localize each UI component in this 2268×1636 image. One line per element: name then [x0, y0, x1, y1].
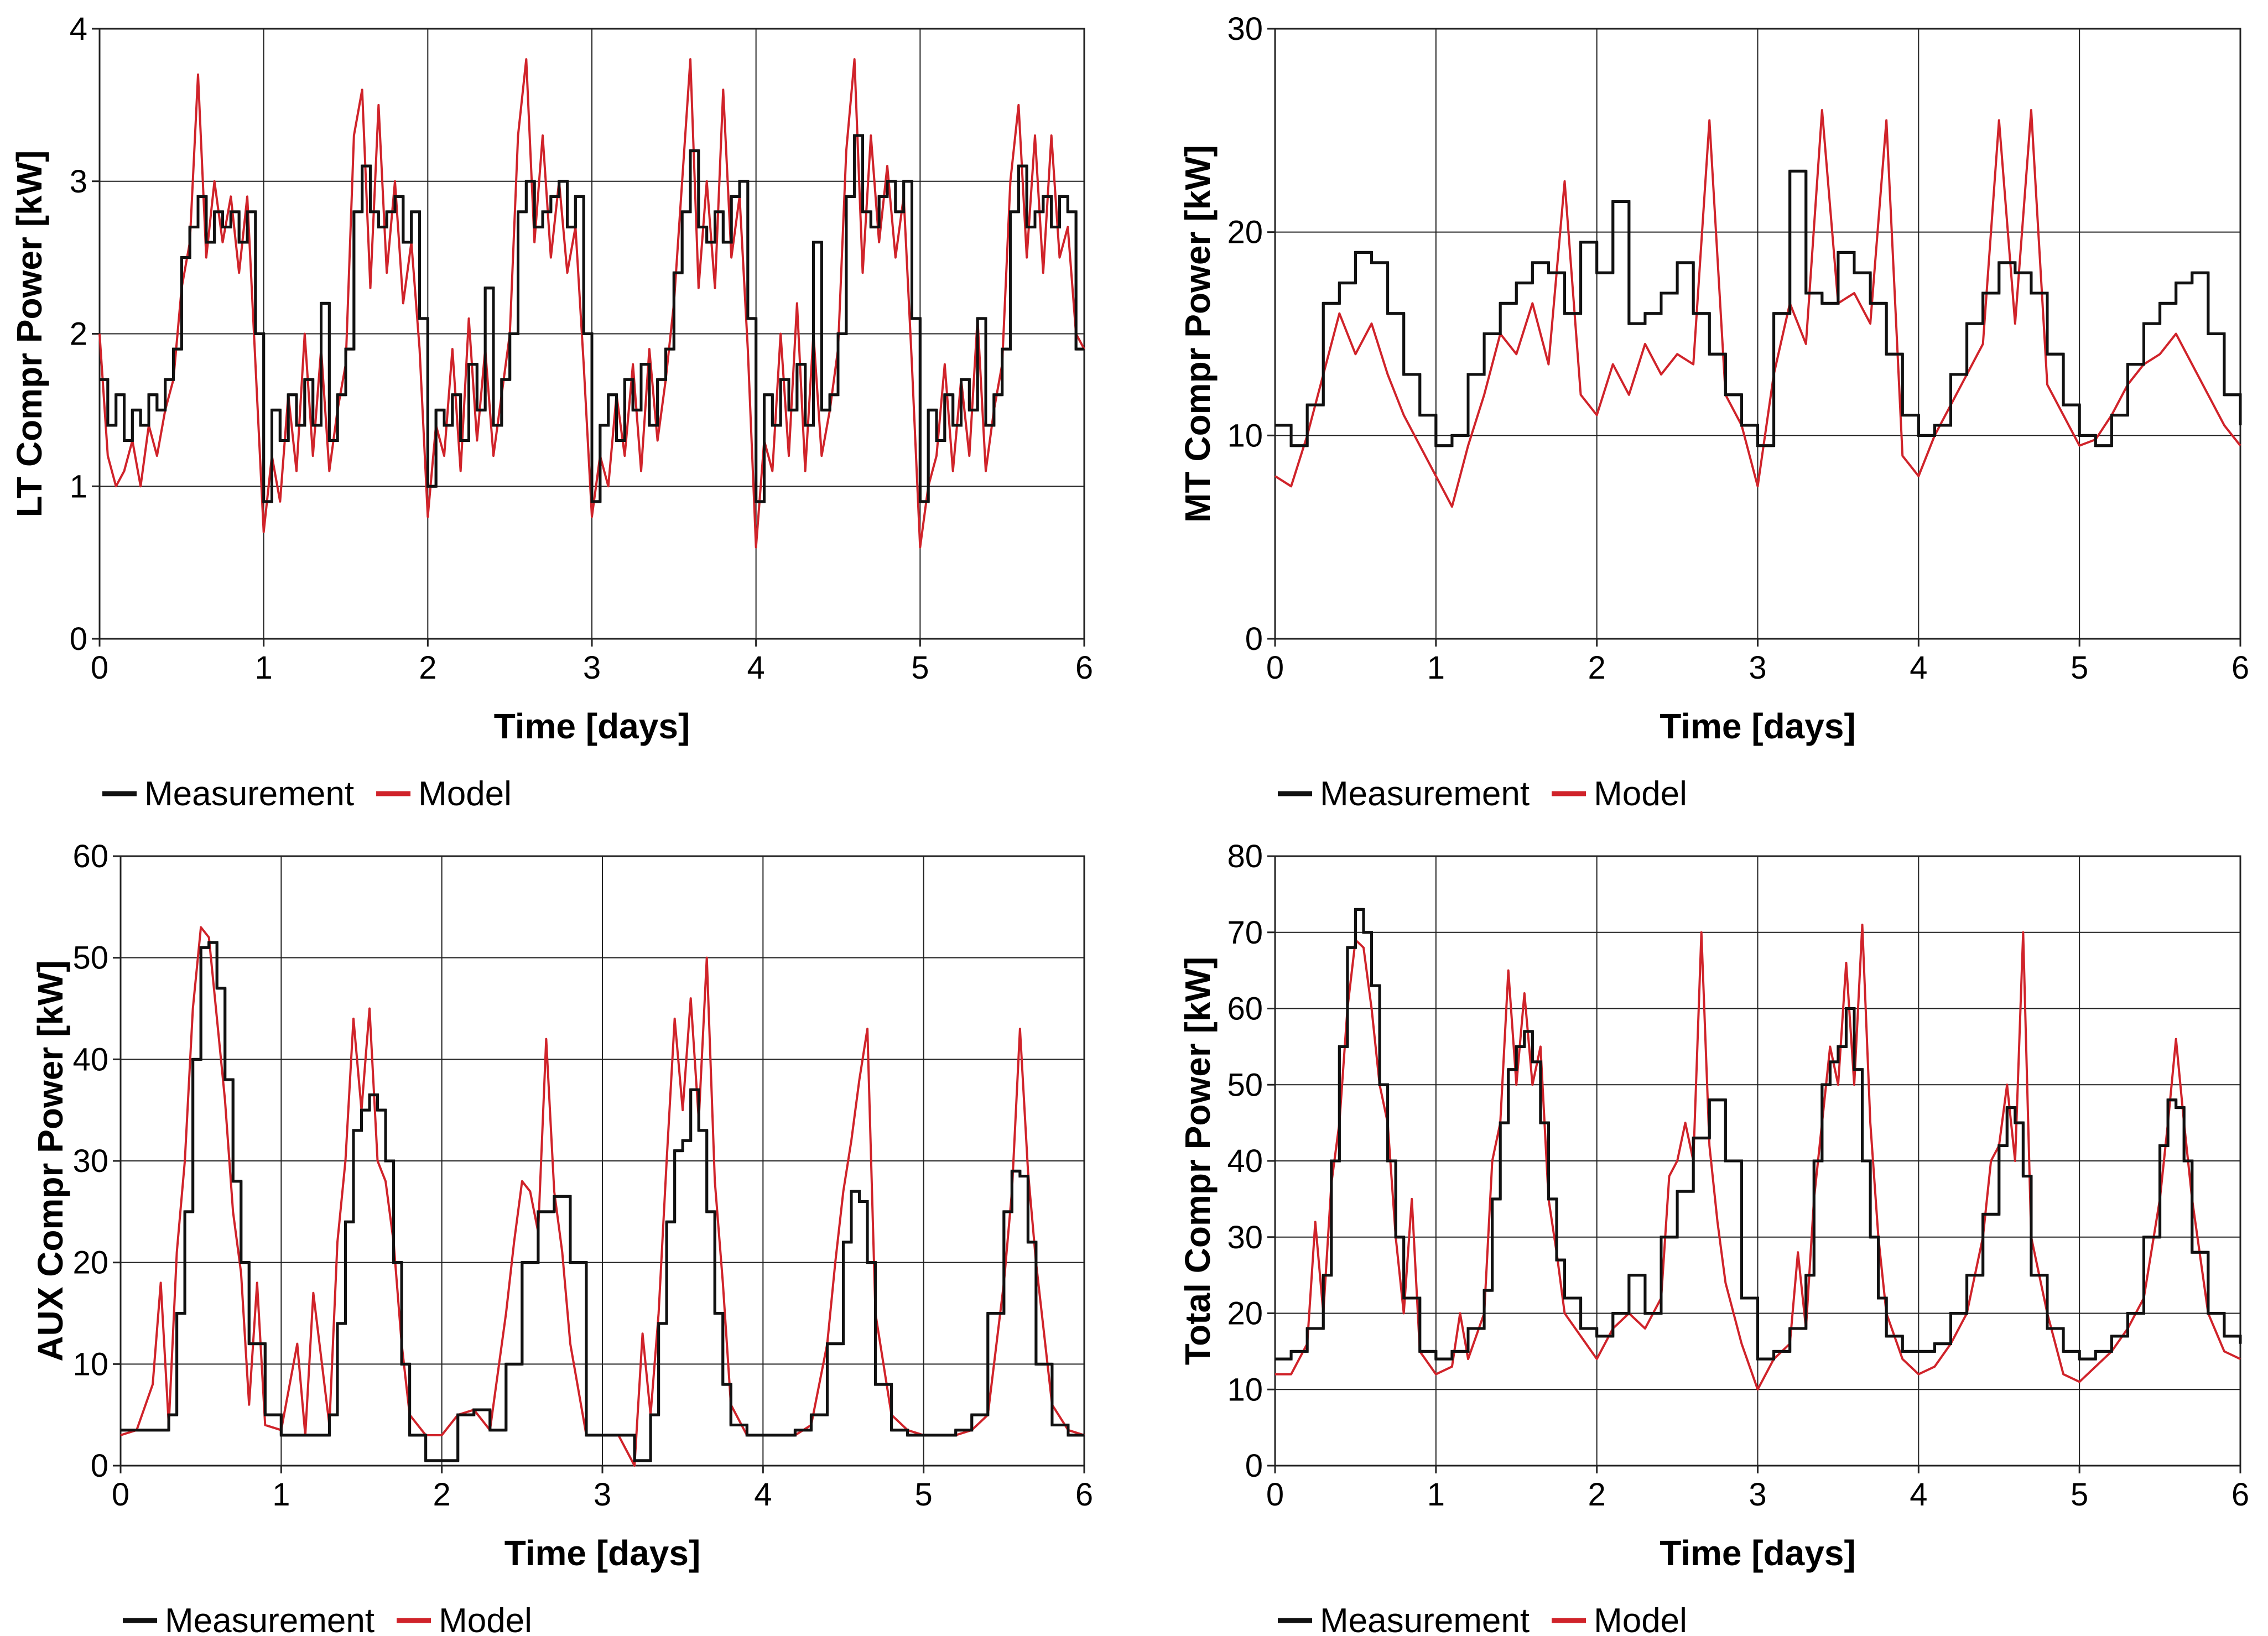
y-tick-label: 20 — [1227, 1296, 1263, 1332]
y-tick-label: 50 — [72, 940, 108, 976]
legend-label-measurement: Measurement — [165, 1602, 374, 1636]
chart-mt: 0 10 20 30 0 1 2 3 4 5 6 MT Compr Power [kW] Time [d… — [1178, 11, 2249, 813]
x-tick-label: 2 — [1588, 650, 1606, 686]
x-tick-label: 4 — [1910, 650, 1927, 686]
x-tick-label: 2 — [419, 650, 436, 686]
y-tick-label: 30 — [1227, 1220, 1263, 1255]
x-tick-label: 4 — [747, 650, 765, 686]
x-tick-label: 6 — [2231, 1477, 2249, 1513]
series-line-model — [98, 58, 1085, 549]
y-tick-label: 0 — [1245, 621, 1263, 657]
x-tick-label: 0 — [112, 1477, 129, 1513]
y-tick-label: 1 — [70, 468, 87, 504]
legend-label-model: Model — [418, 775, 512, 813]
x-tick-label: 6 — [1075, 650, 1093, 686]
x-tick-label: 0 — [91, 650, 108, 686]
chart-aux: 0 10 20 30 40 50 60 0 1 2 3 4 5 6 AUX Compr Power [kW]… — [30, 838, 1093, 1636]
y-tick-label: 0 — [1245, 1448, 1263, 1484]
legend: Measurement Model — [1278, 1602, 1687, 1636]
series-line-measurement-overlay — [100, 134, 1084, 503]
legend-label-model: Model — [1594, 1602, 1687, 1636]
legend-label-model: Model — [1594, 775, 1687, 813]
x-tick-label: 3 — [1749, 1477, 1766, 1513]
legend: Measurement Model — [123, 1602, 532, 1636]
y-tick-label: 70 — [1227, 915, 1263, 951]
x-tick-label: 1 — [272, 1477, 290, 1513]
x-tick-label: 0 — [1266, 650, 1284, 686]
series-line-model — [1274, 109, 2241, 508]
x-tick-label: 4 — [754, 1477, 772, 1513]
y-tick-label: 0 — [70, 621, 87, 657]
y-tick-label: 40 — [72, 1041, 108, 1077]
x-axis-title: Time [days] — [1660, 706, 1856, 746]
series-line-model — [120, 926, 1085, 1467]
y-tick-label: 10 — [1227, 418, 1263, 454]
legend-label-model: Model — [439, 1602, 532, 1636]
legend-label-measurement: Measurement — [1320, 775, 1530, 813]
x-tick-label: 0 — [1266, 1477, 1284, 1513]
x-tick-label: 6 — [2231, 650, 2249, 686]
y-tick-label: 4 — [70, 11, 87, 47]
x-tick-label: 1 — [1427, 650, 1445, 686]
y-tick-label: 20 — [72, 1245, 108, 1281]
y-tick-label: 60 — [1227, 991, 1263, 1027]
y-tick-label: 0 — [91, 1448, 108, 1484]
y-tick-label: 40 — [1227, 1143, 1263, 1179]
x-axis-title: Time [days] — [494, 706, 690, 746]
x-axis-title: Time [days] — [504, 1533, 701, 1573]
y-tick-label: 10 — [72, 1346, 108, 1382]
x-tick-label: 5 — [911, 650, 929, 686]
y-tick-label: 10 — [1227, 1372, 1263, 1408]
x-tick-label: 1 — [1427, 1477, 1445, 1513]
y-tick-label: 80 — [1227, 838, 1263, 874]
legend-label-measurement: Measurement — [144, 775, 354, 813]
x-tick-label: 5 — [2071, 1477, 2088, 1513]
y-axis-title: AUX Compr Power [kW] — [30, 960, 70, 1361]
x-tick-label: 5 — [2071, 650, 2088, 686]
x-tick-label: 4 — [1910, 1477, 1927, 1513]
chart-lt: 0 1 2 3 4 0 1 2 3 4 5 6 LT Compr Power [kW] Time [day… — [9, 11, 1093, 813]
series-line-measurement-overlay — [1275, 908, 2242, 1361]
y-axis-title: LT Compr Power [kW] — [9, 150, 49, 518]
chart-total: 0 10 20 30 40 50 60 70 80 0 1 2 3 4 5 6 Total Compr Powe… — [1178, 838, 2249, 1636]
y-axis-title: MT Compr Power [kW] — [1178, 145, 1218, 523]
x-tick-label: 3 — [594, 1477, 611, 1513]
x-tick-label: 2 — [1588, 1477, 1606, 1513]
series-line-model — [1275, 923, 2241, 1391]
y-axis-title: Total Compr Power [kW] — [1178, 957, 1218, 1365]
legend: Measurement Model — [1278, 775, 1687, 813]
y-tick-label: 20 — [1227, 215, 1263, 251]
x-tick-label: 3 — [1749, 650, 1766, 686]
x-tick-label: 5 — [915, 1477, 933, 1513]
y-tick-label: 60 — [72, 838, 108, 874]
series-line-measurement-overlay — [121, 941, 1084, 1462]
x-tick-label: 1 — [255, 650, 273, 686]
legend-label-measurement: Measurement — [1320, 1602, 1530, 1636]
y-tick-label: 30 — [72, 1143, 108, 1179]
x-tick-label: 6 — [1075, 1477, 1093, 1513]
x-tick-label: 2 — [433, 1477, 451, 1513]
series-line-measurement-overlay — [1275, 169, 2242, 447]
y-tick-label: 2 — [70, 316, 87, 352]
y-tick-label: 3 — [70, 164, 87, 200]
x-axis-title: Time [days] — [1660, 1533, 1856, 1573]
x-tick-label: 3 — [583, 650, 601, 686]
y-tick-label: 30 — [1227, 11, 1263, 47]
legend: Measurement Model — [102, 775, 512, 813]
y-tick-label: 50 — [1227, 1067, 1263, 1103]
